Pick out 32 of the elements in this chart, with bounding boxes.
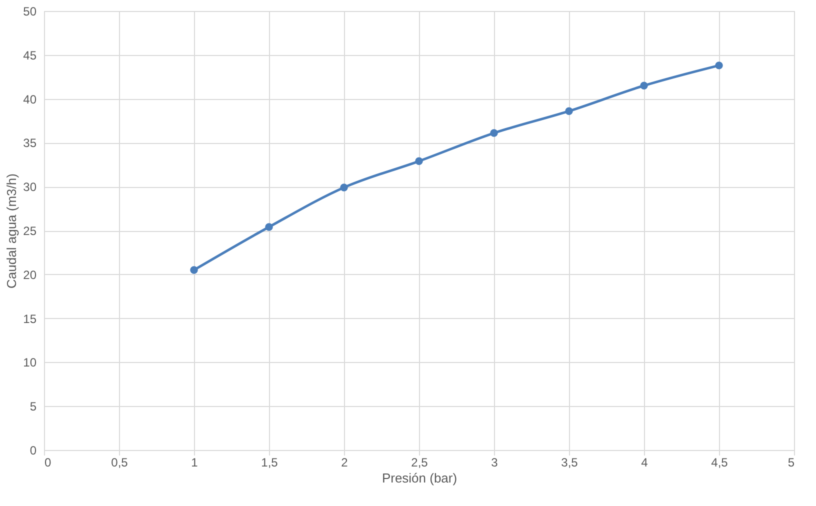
point bbox=[190, 266, 198, 274]
y-tick-label: 20 bbox=[23, 268, 37, 282]
y-tick-label: 45 bbox=[23, 48, 37, 62]
y-tick-label: 35 bbox=[23, 136, 37, 150]
y-tick-label: 5 bbox=[30, 400, 37, 414]
x-tick-label: 3 bbox=[491, 456, 498, 470]
y-tick-label: 0 bbox=[30, 444, 37, 458]
point bbox=[415, 157, 423, 166]
point bbox=[715, 62, 723, 70]
x-tick-label: 5 bbox=[788, 456, 795, 470]
x-tick-label: 2,5 bbox=[411, 456, 428, 470]
y-tick-label: 15 bbox=[23, 312, 37, 326]
x-tick-label: 1 bbox=[191, 456, 198, 470]
x-tick-label: 4,5 bbox=[711, 456, 728, 470]
point bbox=[640, 82, 648, 90]
x-tick-label: 3,5 bbox=[561, 456, 578, 470]
point bbox=[340, 184, 348, 192]
x-tick-label: 4 bbox=[641, 456, 648, 470]
point bbox=[490, 129, 498, 137]
y-tick-label: 50 bbox=[23, 4, 37, 18]
x-tick-label: 1,5 bbox=[261, 456, 278, 470]
x-tick-label: 0 bbox=[44, 456, 52, 470]
x-tick-label: 2 bbox=[341, 456, 348, 470]
point bbox=[565, 107, 573, 115]
x-axis-title: Presión (bar) bbox=[382, 470, 458, 486]
y-tick-label: 10 bbox=[23, 356, 37, 370]
y-tick-label: 25 bbox=[23, 224, 37, 238]
x-tick-label: 0,5 bbox=[111, 456, 128, 470]
y-tick-label: 40 bbox=[23, 92, 37, 106]
y-tick-label: 30 bbox=[23, 180, 37, 194]
y-axis-title: Caudal agua (m3/h) bbox=[4, 174, 20, 288]
point bbox=[265, 223, 273, 231]
